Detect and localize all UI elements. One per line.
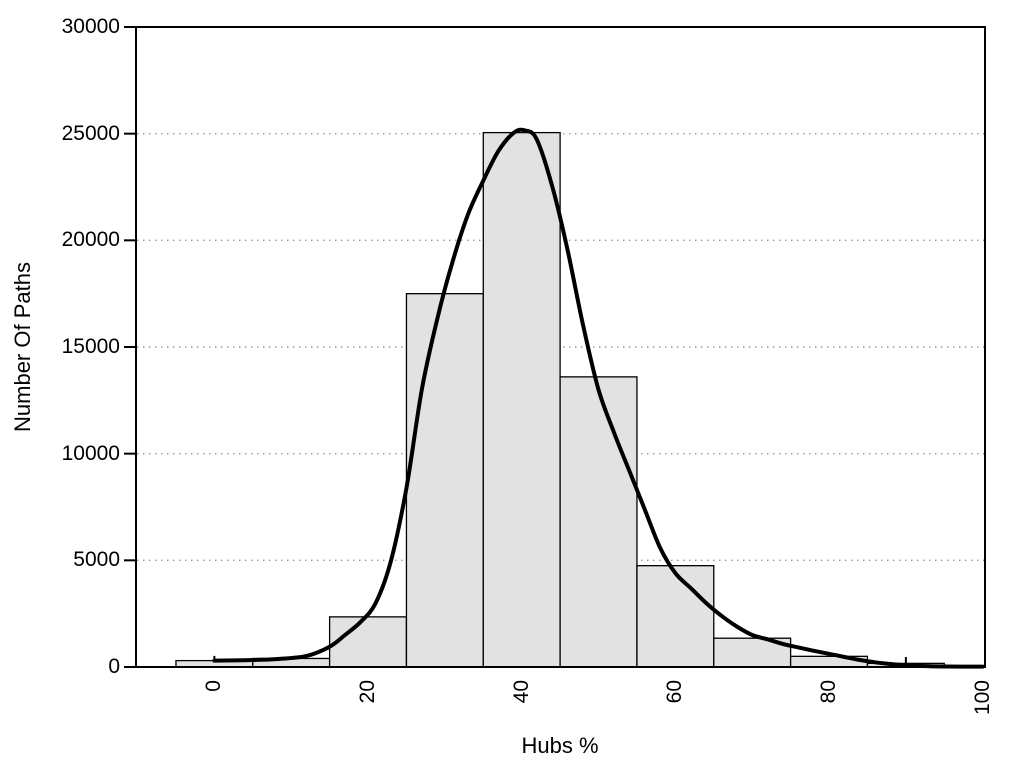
y-tick-label: 25000 [61, 121, 120, 145]
y-tick-label: 5000 [73, 548, 120, 572]
histogram-bar [559, 376, 638, 668]
histogram-bar [405, 293, 484, 668]
x-tick-label: 80 [817, 680, 841, 704]
x-tick-label: 0 [202, 680, 226, 692]
y-tick-label: 15000 [61, 335, 120, 358]
x-tick-label: 40 [509, 680, 533, 704]
density-curve [212, 127, 985, 669]
y-tick-label: 0 [108, 655, 120, 678]
histogram-bar [482, 131, 561, 668]
y-tick-label: 30000 [61, 15, 120, 38]
x-axis-title: Hubs % [521, 733, 599, 758]
histogram-bar [636, 565, 715, 668]
x-tick-label: 60 [663, 680, 687, 704]
histogram-bar [328, 616, 408, 668]
y-tick-label: 10000 [61, 441, 120, 465]
x-tick-label: 100 [970, 680, 994, 716]
y-tick-label: 20000 [61, 228, 120, 252]
x-tick-label: 20 [356, 680, 380, 704]
